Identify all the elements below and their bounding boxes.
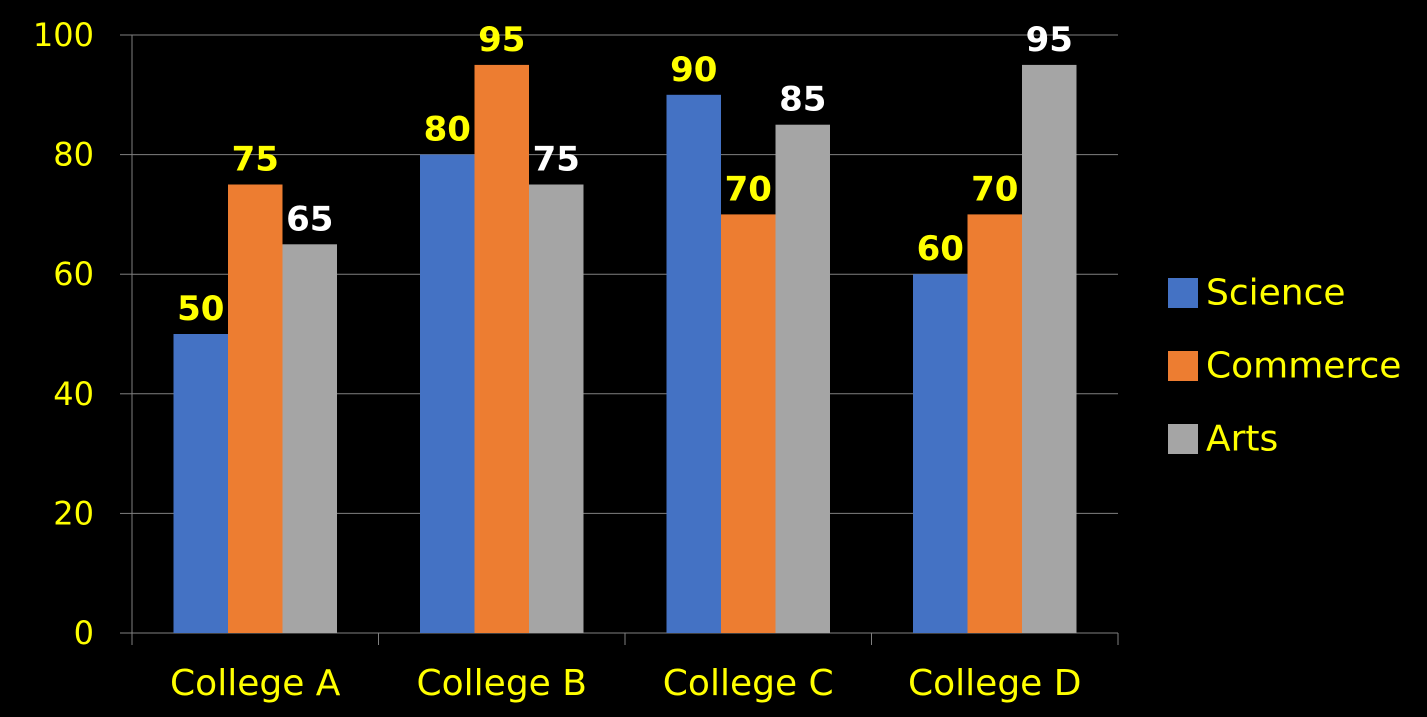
y-tick-label: 20 <box>53 494 94 532</box>
bar-commerce-1 <box>474 64 529 633</box>
data-label-commerce-3: 70 <box>971 169 1018 209</box>
bar-arts-0 <box>282 244 337 634</box>
legend-swatch-commerce <box>1168 351 1198 381</box>
data-label-science-3: 60 <box>917 229 964 269</box>
data-label-arts-3: 95 <box>1026 20 1073 60</box>
data-label-arts-1: 75 <box>533 140 580 180</box>
bar-commerce-2 <box>721 214 776 633</box>
data-label-science-1: 80 <box>424 110 471 150</box>
x-axis-categories: College A College B College C College D <box>170 663 1081 704</box>
legend-label-arts: Arts <box>1206 419 1278 460</box>
data-label-arts-2: 85 <box>779 80 826 120</box>
y-tick-label: 0 <box>74 614 94 652</box>
bar-commerce-0 <box>228 184 283 633</box>
legend-swatch-arts <box>1168 424 1198 454</box>
legend-swatch-science <box>1168 278 1198 308</box>
bar-arts-2 <box>775 124 830 633</box>
y-axis-ticks: 0 20 40 60 80 100 <box>33 16 94 652</box>
bar-commerce-3 <box>967 214 1022 633</box>
data-label-science-2: 90 <box>670 50 717 90</box>
y-tick-label: 60 <box>53 255 94 293</box>
y-tick-label: 40 <box>53 375 94 413</box>
data-label-commerce-1: 95 <box>478 20 525 60</box>
bars <box>173 64 1077 634</box>
bar-science-2 <box>666 94 721 634</box>
bar-arts-3 <box>1022 64 1077 633</box>
legend-label-commerce: Commerce <box>1206 346 1401 387</box>
legend-label-science: Science <box>1206 273 1346 314</box>
x-category-label: College C <box>663 663 834 704</box>
bar-science-3 <box>913 274 968 633</box>
data-label-commerce-0: 75 <box>232 140 279 180</box>
data-label-commerce-2: 70 <box>725 169 772 209</box>
data-label-arts-0: 65 <box>286 199 333 239</box>
bar-arts-1 <box>529 184 584 633</box>
bar-science-0 <box>173 334 228 633</box>
x-category-label: College B <box>417 663 587 704</box>
x-category-label: College A <box>170 663 341 704</box>
y-tick-label: 100 <box>33 16 94 54</box>
x-category-label: College D <box>908 663 1081 704</box>
data-label-science-0: 50 <box>177 289 224 329</box>
legend: Science Commerce Arts <box>1168 273 1401 460</box>
bar-science-1 <box>420 154 475 633</box>
y-tick-label: 80 <box>53 136 94 174</box>
